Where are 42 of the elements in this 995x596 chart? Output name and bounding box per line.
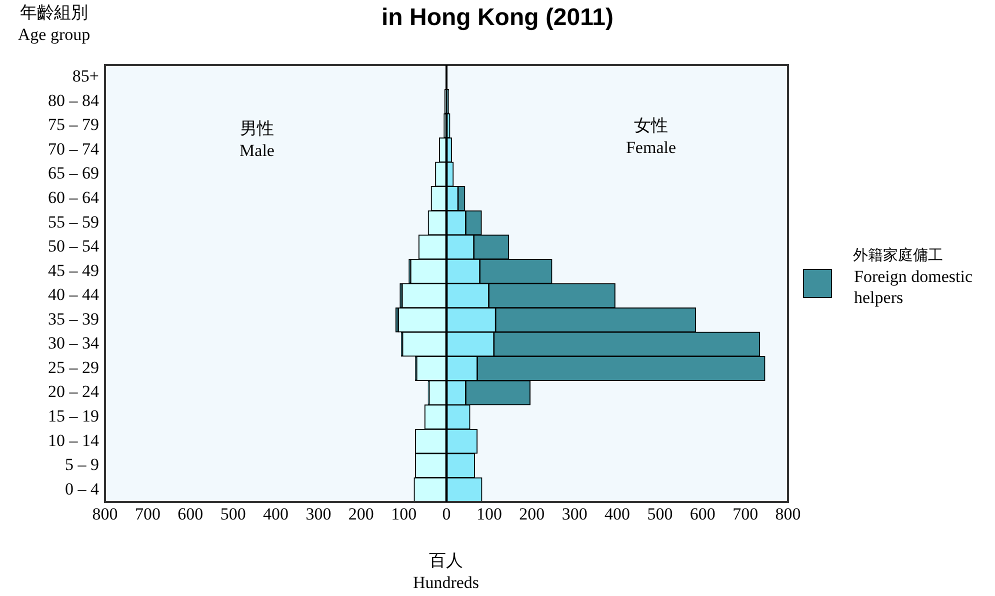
x-tick-label: 600 <box>178 504 204 524</box>
x-tick-label: 300 <box>306 504 332 524</box>
y-tick-label: 40 – 44 <box>48 285 100 304</box>
legend-title: 外籍家庭傭工 <box>853 246 944 266</box>
x-axis-title: 百人 Hundreds <box>412 550 480 594</box>
x-tick-label: 500 <box>647 504 673 524</box>
y-tick-label: 50 – 54 <box>48 236 100 256</box>
x-tick-label: 800 <box>775 504 801 524</box>
y-tick-label: 80 – 84 <box>48 90 100 110</box>
y-tick-label: 20 – 24 <box>48 382 100 402</box>
y-tick-label: 25 – 29 <box>48 358 99 377</box>
y-tick-label: 15 – 19 <box>48 406 99 426</box>
y-tick-label: 10 – 14 <box>48 430 100 450</box>
legend-label: Foreign domestic helpers <box>854 266 974 308</box>
y-axis-title: 年齡組別 Age group <box>16 2 92 46</box>
x-tick-label: 600 <box>690 504 716 524</box>
x-tick-label: 100 <box>391 504 417 524</box>
y-tick-label: 85+ <box>72 66 99 86</box>
chart-title: in Hong Kong (2011) <box>381 4 614 31</box>
x-tick-label: 100 <box>476 504 502 524</box>
y-tick-label: 70 – 74 <box>48 139 100 158</box>
annotation: 男性 Male <box>240 118 274 162</box>
x-tick-label: 200 <box>519 504 545 524</box>
y-tick-label: 60 – 64 <box>48 188 100 207</box>
annotation: 女性 Female <box>626 115 676 159</box>
x-tick-label: 200 <box>348 504 374 524</box>
y-tick-label: 45 – 49 <box>48 260 99 280</box>
x-tick-label: 300 <box>562 504 588 524</box>
y-tick-label: 75 – 79 <box>48 115 99 134</box>
y-tick-label: 55 – 59 <box>48 212 99 232</box>
x-tick-label: 700 <box>732 504 758 524</box>
x-tick-label: 0 <box>442 504 451 524</box>
y-tick-label: 30 – 34 <box>48 334 100 353</box>
x-tick-label: 700 <box>134 504 160 524</box>
y-tick-label: 5 – 9 <box>65 455 99 474</box>
y-tick-label: 0 – 4 <box>65 479 100 498</box>
x-tick-label: 800 <box>92 504 118 524</box>
y-tick-label: 35 – 39 <box>48 309 99 328</box>
x-tick-label: 400 <box>604 504 630 524</box>
x-tick-label: 400 <box>263 504 288 524</box>
y-tick-label: 65 – 69 <box>48 164 99 183</box>
x-tick-label: 500 <box>220 504 246 524</box>
